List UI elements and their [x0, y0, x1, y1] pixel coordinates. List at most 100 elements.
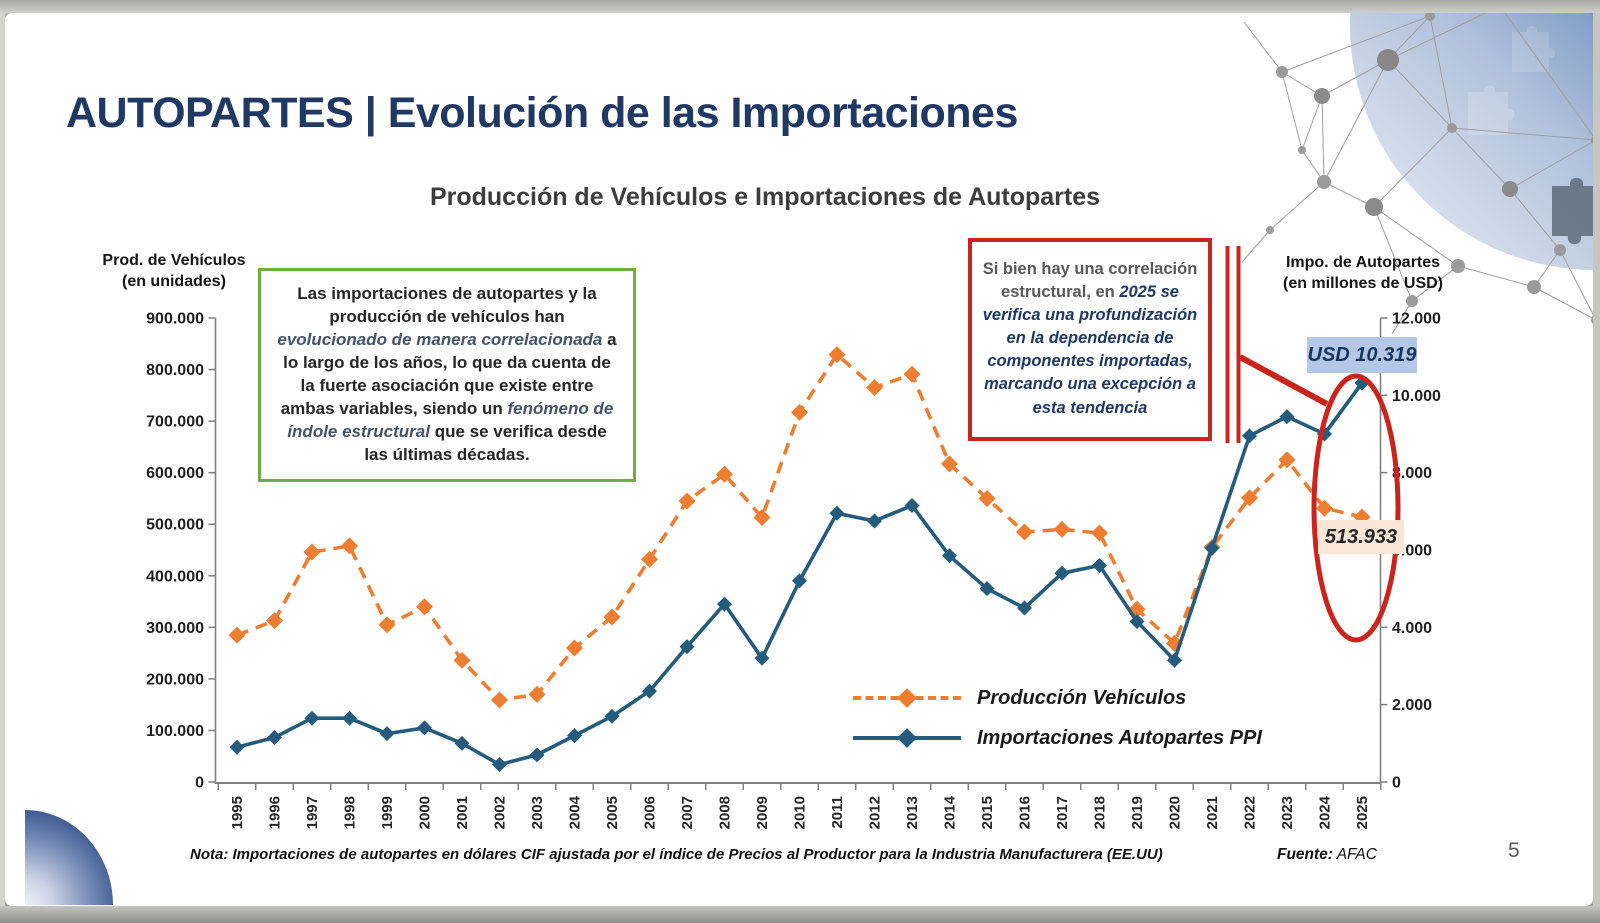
- left-axis-tick-label: 300.000: [146, 620, 204, 637]
- data-point-marker: [1016, 523, 1033, 541]
- chart-axes: 0 100.000 200.000 300.000 400.000 500.000 600.…: [146, 311, 1441, 830]
- legend-label: Producción Vehículos: [977, 686, 1187, 709]
- data-point-marker: [679, 639, 695, 655]
- left-axis-tick-label: 500.000: [146, 517, 204, 534]
- diamond-marker-icon: [897, 688, 917, 708]
- photo-edge-left: [0, 0, 5, 923]
- green-annotation-box: Las importaciones de autopartes y la pro…: [258, 268, 636, 482]
- data-point-marker: [528, 685, 546, 703]
- photo-edge-right: [1593, 0, 1600, 923]
- green-note-emphasis: evolucionado de manera correlacionada: [277, 329, 603, 349]
- x-axis-year-label: 2005: [604, 796, 621, 829]
- data-point-marker: [753, 509, 771, 527]
- x-axis-year-label: 2017: [1054, 796, 1071, 829]
- x-axis-year-label: 2023: [1279, 796, 1296, 829]
- data-point-marker: [1316, 499, 1333, 517]
- green-note-text: Las importaciones de autopartes y la pro…: [297, 284, 597, 326]
- left-axis-tick-label: 900.000: [146, 311, 204, 328]
- data-point-marker: [529, 747, 545, 763]
- left-axis-tick-label: 400.000: [146, 568, 204, 585]
- data-point-marker: [828, 346, 846, 364]
- data-point-marker: [567, 728, 582, 744]
- data-point-marker: [228, 626, 246, 644]
- x-axis-year-label: 2016: [1017, 796, 1034, 829]
- left-axis-tick-label: 200.000: [146, 671, 204, 688]
- red-note-text: Si bien hay una correlación estructural,…: [982, 260, 1198, 302]
- x-axis-year-label: 2012: [867, 796, 884, 829]
- x-axis-year-label: 2003: [529, 796, 546, 829]
- data-point-marker: [866, 379, 883, 397]
- green-note-text: a lo largo de los años, lo que da cuenta…: [280, 329, 617, 418]
- right-axis-title-line1: Impo. de Autopartes: [1285, 254, 1441, 271]
- data-point-marker: [1092, 557, 1107, 573]
- puzzle-piece-ghost-icon: [1468, 85, 1515, 135]
- x-axis-year-label: 2002: [492, 796, 509, 829]
- data-point-marker: [1017, 600, 1032, 616]
- data-point-marker: [342, 710, 357, 726]
- data-point-marker: [379, 726, 395, 742]
- data-point-marker: [903, 365, 921, 383]
- data-point-marker: [678, 492, 696, 510]
- data-point-marker: [904, 498, 920, 514]
- x-axis-year-label: 1999: [379, 796, 396, 829]
- data-point-marker: [341, 537, 358, 555]
- callout-connector-line: [1238, 354, 1329, 407]
- x-axis-year-label: 1998: [342, 796, 359, 829]
- x-axis-year-label: 2006: [642, 796, 659, 829]
- x-axis-year-label: 2022: [1242, 796, 1259, 829]
- data-point-marker: [641, 550, 658, 568]
- data-point-marker: [1054, 565, 1070, 581]
- data-point-marker: [792, 573, 807, 589]
- data-point-marker: [1204, 540, 1220, 556]
- page-number: 5: [1508, 839, 1520, 862]
- x-axis-year-label: 2011: [829, 796, 846, 829]
- data-point-marker: [304, 710, 320, 726]
- x-axis-year-label: 2015: [979, 796, 996, 829]
- red-annotation-box: Si bien hay una correlación estructural,…: [968, 238, 1212, 441]
- data-point-marker: [1279, 409, 1295, 425]
- x-axis-year-label: 2008: [717, 796, 734, 829]
- data-point-marker: [416, 598, 433, 616]
- right-axis-title: Impo. de Autopartes (en millones de USD): [1268, 252, 1458, 294]
- green-note-text: que se verifica desde las últimas década…: [364, 421, 607, 464]
- data-point-marker: [754, 650, 770, 666]
- photo-edge-top: [0, 0, 1600, 13]
- data-point-marker: [1129, 614, 1145, 630]
- legend-item-produccion: Producción Vehículos: [853, 678, 1262, 718]
- x-axis-year-label: 2014: [942, 795, 959, 829]
- right-axis-tick-label: 12.000: [1392, 311, 1441, 328]
- legend-sample-dashed: [853, 688, 961, 708]
- data-point-marker: [1091, 524, 1108, 542]
- data-point-marker: [1167, 652, 1182, 668]
- right-axis-tick-label: 2.000: [1392, 697, 1432, 714]
- left-axis-tick-label: 800.000: [146, 362, 204, 379]
- x-axis-year-label: 2021: [1204, 796, 1221, 829]
- left-axis-title-line1: Prod. de Vehículos: [102, 252, 246, 269]
- x-axis-year-label: 2010: [792, 796, 809, 829]
- data-point-marker: [453, 651, 471, 669]
- data-point-marker: [492, 757, 507, 773]
- data-point-marker: [1242, 428, 1257, 444]
- x-axis-year-label: 2025: [1354, 796, 1371, 829]
- network-lines: [1241, 5, 1597, 334]
- right-axis-title-line2: (en millones de USD): [1282, 275, 1444, 293]
- chart-series: [228, 346, 1371, 773]
- left-axis-tick-label: 0: [195, 775, 204, 792]
- x-axis-year-label: 1995: [229, 796, 246, 829]
- x-axis-year-label: 2013: [904, 796, 921, 829]
- data-point-marker: [267, 730, 282, 746]
- data-point-marker: [979, 581, 995, 597]
- data-point-marker: [978, 489, 996, 507]
- data-point-marker: [417, 720, 432, 736]
- data-point-marker: [1278, 451, 1296, 469]
- data-point-marker: [867, 513, 882, 529]
- red-callout: [1225, 246, 1401, 643]
- data-point-marker: [941, 455, 958, 473]
- globe-sphere: [1350, 0, 1600, 270]
- data-point-marker: [454, 735, 470, 751]
- data-point-marker: [716, 465, 733, 483]
- right-axis-tick-label: 0: [1392, 775, 1401, 792]
- chart-legend: Producción Vehículos Importaciones Autop…: [853, 678, 1262, 758]
- puzzle-piece-icon: [1552, 177, 1600, 245]
- x-axis-year-label: 2018: [1092, 796, 1109, 829]
